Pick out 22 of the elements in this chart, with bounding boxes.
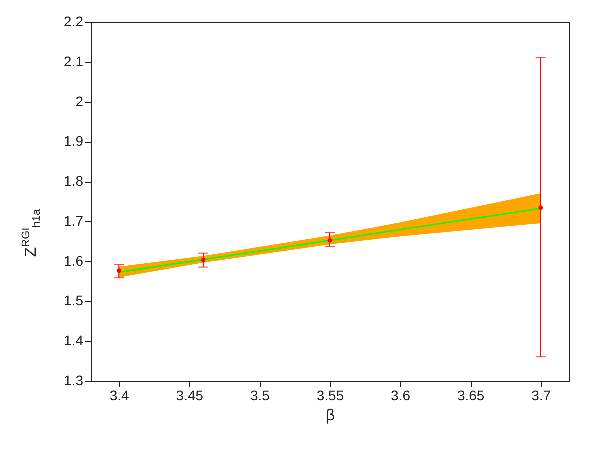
y-tick-label: 1.5	[64, 292, 84, 309]
x-tick-label: 3.45	[176, 388, 204, 404]
x-tick-label: 3.65	[457, 388, 485, 404]
y-tick-label: 1.7	[64, 212, 84, 229]
x-tick-label: 3.4	[110, 388, 130, 404]
x-tick-label: 3.5	[250, 388, 270, 404]
y-tick-label: 1.6	[64, 252, 84, 269]
point	[538, 206, 544, 210]
x-tick-label: 3.55	[316, 388, 344, 404]
y-tick-label: 1.8	[64, 173, 84, 190]
x-tick-label: 3.6	[391, 388, 411, 404]
y-tick-label: 2.1	[64, 53, 84, 70]
point	[201, 258, 206, 262]
y-tick-label: 1.3	[64, 372, 84, 388]
y-tick-label: 1.4	[64, 332, 84, 349]
y-tick-label: 2.2	[64, 14, 84, 30]
point	[328, 238, 332, 243]
point	[116, 268, 122, 274]
y-tick-label: 1.9	[64, 133, 84, 150]
y-tick-label: 2	[76, 93, 84, 110]
x-axis-title: β	[326, 408, 336, 424]
x-tick-label: 3.7	[532, 388, 552, 404]
